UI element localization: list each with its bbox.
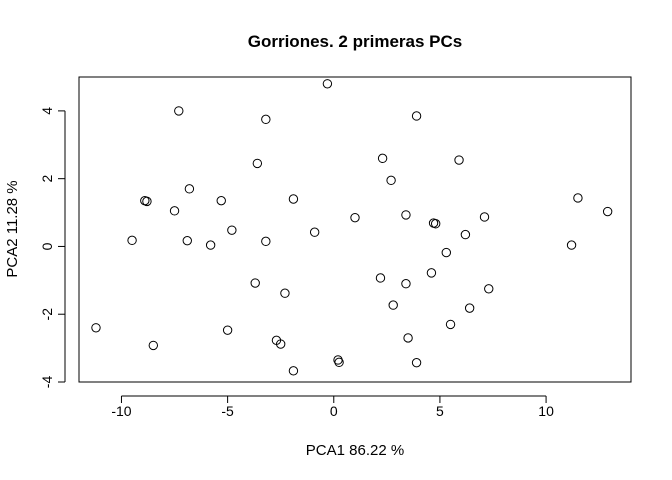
data-point (334, 357, 344, 368)
data-point (401, 279, 411, 289)
data-point (386, 175, 396, 186)
plot-frame (78, 76, 632, 383)
data-point (148, 340, 159, 351)
x-tick-label: 10 (538, 403, 554, 419)
data-point (445, 319, 456, 330)
x-tick-label: 5 (436, 403, 444, 419)
data-point (184, 184, 195, 194)
data-point (377, 153, 388, 164)
data-point (411, 357, 422, 368)
y-tick-label: 2 (39, 175, 55, 183)
data-point (566, 240, 577, 250)
x-tick-label: 0 (330, 403, 338, 419)
x-tick-label: -5 (221, 403, 234, 419)
y-axis-label: PCA2 11.28 % (4, 180, 21, 277)
data-point (275, 339, 286, 349)
y-tick-label: -2 (39, 308, 55, 321)
data-point (227, 225, 237, 235)
data-point (375, 273, 386, 283)
data-point (479, 212, 490, 222)
y-tick-label: 4 (39, 107, 55, 115)
data-point (250, 278, 260, 288)
data-point (322, 79, 333, 89)
data-point (573, 193, 583, 203)
data-point (309, 227, 320, 237)
data-point (280, 288, 290, 298)
y-axis: -4 -2 0 2 4 (39, 107, 66, 389)
data-point (484, 284, 494, 294)
y-tick-label: -4 (39, 376, 55, 389)
data-point (127, 235, 137, 246)
y-tick-label: 0 (39, 242, 55, 250)
data-point (216, 195, 226, 206)
data-point (460, 229, 471, 240)
x-axis-label: PCA1 86.22 % (306, 442, 404, 459)
data-point (222, 325, 233, 335)
data-point (261, 114, 271, 125)
x-tick-label: -10 (111, 403, 131, 419)
data-point (441, 247, 451, 258)
data-point (91, 323, 101, 333)
data-point (288, 366, 299, 376)
data-point (411, 111, 422, 121)
x-axis: -10 -5 0 5 10 (111, 395, 554, 419)
data-points (91, 79, 613, 376)
data-point (182, 235, 192, 246)
data-point (602, 206, 613, 217)
data-point (464, 303, 475, 313)
data-point (288, 194, 299, 204)
data-point (174, 106, 184, 116)
data-point (169, 206, 180, 216)
data-point (403, 333, 413, 343)
data-point (454, 155, 464, 165)
data-point (401, 210, 411, 220)
data-point (426, 268, 437, 278)
data-point (261, 236, 271, 247)
data-point (252, 158, 263, 169)
data-point (142, 196, 152, 207)
data-point (430, 219, 441, 229)
chart-title: Gorriones. 2 primeras PCs (248, 32, 462, 51)
data-point (205, 240, 216, 250)
data-point (388, 300, 398, 310)
data-point (350, 212, 360, 223)
